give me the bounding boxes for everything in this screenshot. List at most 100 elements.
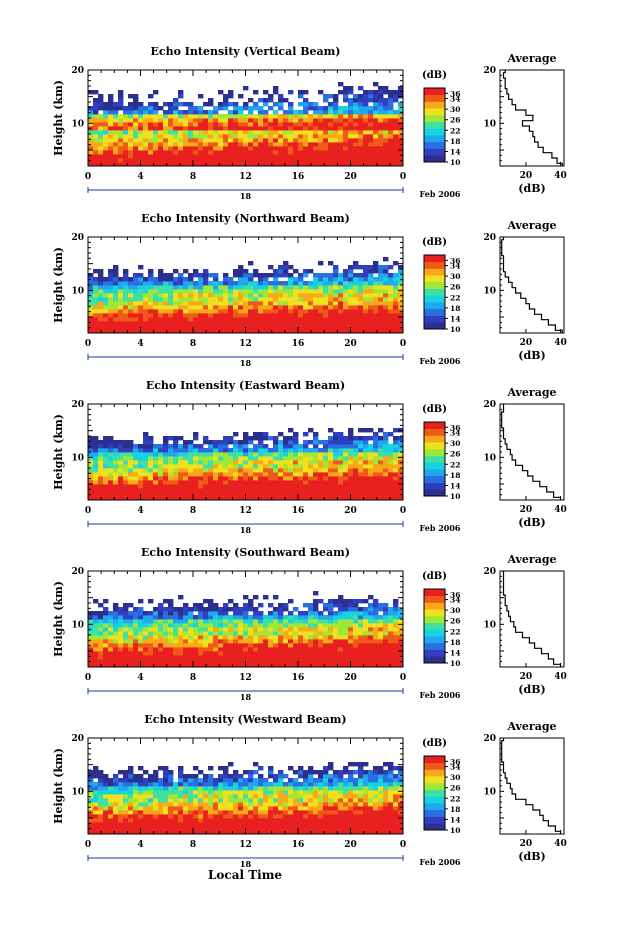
heatmap-cell	[118, 627, 124, 632]
colorbar-tick-label: 30	[450, 439, 460, 448]
heatmap-cell	[393, 162, 399, 167]
heatmap-cell	[268, 94, 274, 99]
heatmap-cell	[328, 635, 334, 640]
heatmap-cell	[153, 476, 159, 481]
heatmap-cell	[233, 110, 239, 115]
heatmap-cell	[108, 814, 114, 819]
heatmap-cell	[393, 480, 399, 485]
heatmap-cell	[98, 468, 104, 473]
heatmap-cell	[173, 794, 179, 799]
heatmap-cell	[273, 297, 279, 302]
heatmap-cell	[188, 615, 194, 620]
heatmap-cell	[333, 122, 339, 127]
heatmap-cell	[123, 313, 129, 318]
heatmap-cell	[288, 293, 294, 298]
heatmap-cell	[148, 122, 154, 127]
heatmap-cell	[228, 317, 234, 322]
heatmap-cell	[128, 142, 134, 147]
heatmap-cell	[333, 138, 339, 143]
heatmap-cell	[343, 480, 349, 485]
heatmap-cell	[383, 313, 389, 318]
heatmap-cell	[103, 130, 109, 135]
heatmap-cell	[98, 114, 104, 119]
heatmap-cell	[328, 631, 334, 636]
heatmap-cell	[138, 452, 144, 457]
heatmap-cell	[98, 611, 104, 616]
heatmap-cell	[318, 476, 324, 481]
heatmap-cell	[88, 663, 94, 668]
heatmap-cell	[188, 651, 194, 656]
average-y-tick-label: 20	[483, 400, 496, 410]
heatmap-cell	[153, 126, 159, 131]
heatmap-cell	[283, 468, 289, 473]
heatmap-cell	[208, 615, 214, 620]
heatmap-cell	[343, 639, 349, 644]
heatmap-cell	[178, 114, 184, 119]
heatmap-cell	[318, 281, 324, 286]
heatmap-cell	[288, 122, 294, 127]
heatmap-cell	[393, 301, 399, 306]
heatmap-cell	[133, 150, 139, 155]
heatmap-cell	[113, 826, 119, 831]
heatmap-cell	[388, 615, 394, 620]
heatmap-cell	[388, 158, 394, 163]
heatmap-cell	[373, 118, 379, 123]
heatmap-cell	[118, 301, 124, 306]
heatmap-cell	[133, 114, 139, 119]
heatmap-cell	[223, 496, 229, 501]
heatmap-cell	[303, 269, 309, 274]
heatmap-cell	[158, 635, 164, 640]
heatmap-cell	[108, 818, 114, 823]
heatmap-cell	[288, 623, 294, 628]
heatmap-cell	[338, 468, 344, 473]
heatmap-cell	[148, 94, 154, 99]
heatmap-cell	[143, 484, 149, 489]
heatmap-cell	[108, 639, 114, 644]
heatmap-cell	[228, 301, 234, 306]
heatmap-cell	[328, 468, 334, 473]
heatmap-cell	[203, 460, 209, 465]
heatmap-cell	[263, 452, 269, 457]
heatmap-cell	[208, 468, 214, 473]
heatmap-cell	[283, 480, 289, 485]
heatmap-cell	[143, 476, 149, 481]
heatmap-cell	[138, 110, 144, 115]
heatmap-cell	[308, 476, 314, 481]
heatmap-cell	[268, 615, 274, 620]
heatmap-cell	[103, 329, 109, 334]
heatmap-cell	[393, 492, 399, 497]
heatmap-cell	[358, 102, 364, 107]
heatmap-cell	[313, 448, 319, 453]
heatmap-cell	[328, 138, 334, 143]
heatmap-cell	[233, 647, 239, 652]
heatmap-cell	[338, 659, 344, 664]
heatmap-cell	[288, 150, 294, 155]
heatmap-cell	[248, 472, 254, 477]
heatmap-cell	[113, 496, 119, 501]
heatmap-cell	[118, 325, 124, 330]
heatmap-cell	[158, 142, 164, 147]
heatmap-cell	[258, 154, 264, 159]
heatmap-cell	[223, 130, 229, 135]
heatmap-cell	[358, 643, 364, 648]
heatmap-cell	[258, 659, 264, 664]
heatmap-cell	[338, 655, 344, 660]
heatmap-cell	[293, 305, 299, 310]
heatmap-cell	[383, 273, 389, 278]
heatmap-cell	[128, 162, 134, 167]
heatmap-cell	[198, 480, 204, 485]
heatmap-cell	[348, 651, 354, 656]
heatmap-cell	[93, 623, 99, 628]
heatmap-cell	[318, 492, 324, 497]
heatmap-cell	[303, 623, 309, 628]
heatmap-cell	[198, 162, 204, 167]
colorbar-tick-label: 14	[450, 314, 460, 323]
heatmap-cell	[373, 150, 379, 155]
heatmap-cell	[378, 150, 384, 155]
heatmap-cell	[193, 464, 199, 469]
heatmap-cell	[218, 607, 224, 612]
heatmap-cell	[168, 321, 174, 326]
heatmap-cell	[243, 635, 249, 640]
heatmap-cell	[103, 126, 109, 131]
heatmap-cell	[148, 134, 154, 139]
